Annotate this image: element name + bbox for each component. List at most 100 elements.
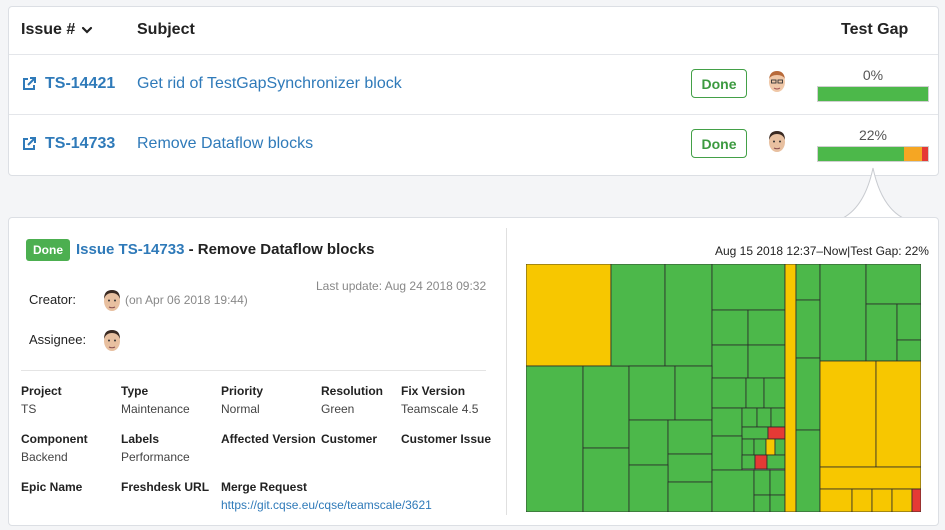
treemap-cell[interactable] <box>582 365 630 449</box>
treemap-cell[interactable] <box>756 407 772 428</box>
treemap-cell[interactable] <box>770 407 786 428</box>
creator-avatar <box>104 290 120 311</box>
issue-subject-link[interactable]: Get rid of TestGapSynchronizer block <box>137 75 402 92</box>
issue-header-label: Issue # <box>21 21 76 38</box>
user-avatar <box>769 71 785 92</box>
popover-pointer <box>843 167 903 220</box>
treemap-cell[interactable] <box>747 309 786 346</box>
test-gap-percent: 22% <box>858 127 888 143</box>
treemap-cell[interactable] <box>753 494 771 512</box>
treemap-cell[interactable] <box>628 419 669 466</box>
treemap-cell[interactable] <box>711 407 743 437</box>
table-row: TS-14733 Remove Dataflow blocks Done 22% <box>9 115 938 175</box>
treemap-cell[interactable] <box>774 438 786 456</box>
treemap-cell[interactable] <box>741 407 758 428</box>
treemap-cell[interactable] <box>763 377 786 409</box>
treemap-cell[interactable] <box>767 426 786 440</box>
field-labels: Labels Performance <box>121 432 190 464</box>
treemap-cell[interactable] <box>819 360 877 468</box>
treemap-cell[interactable] <box>819 488 853 512</box>
treemap-cell[interactable] <box>526 365 584 512</box>
detail-issue-prefix[interactable]: Issue <box>76 241 119 258</box>
treemap-cell[interactable] <box>784 264 797 512</box>
treemap-cell[interactable] <box>667 419 713 455</box>
external-link-icon <box>23 77 36 90</box>
sort-issue-header[interactable]: Issue # <box>21 21 93 39</box>
issue-id: TS-14421 <box>45 75 116 92</box>
treemap-cell[interactable] <box>674 365 713 421</box>
table-header: Issue # Subject Test Gap <box>9 7 938 55</box>
gap-bar-tested <box>818 147 904 161</box>
field-customer: Customer <box>321 432 378 446</box>
merge-request-link[interactable]: https://git.cqse.eu/cqse/teamscale/3621 <box>221 498 432 512</box>
treemap-cell[interactable] <box>865 264 921 305</box>
treemap-cell[interactable] <box>795 299 821 359</box>
treemap-cell[interactable] <box>711 309 749 346</box>
treemap-cell[interactable] <box>628 464 669 512</box>
treemap-cell[interactable] <box>741 426 769 440</box>
treemap-cell[interactable] <box>795 357 821 431</box>
treemap-cell[interactable] <box>753 438 767 456</box>
treemap-cell[interactable] <box>747 344 786 379</box>
treemap-cell[interactable] <box>795 264 821 301</box>
issue-subject-link[interactable]: Remove Dataflow blocks <box>137 135 314 152</box>
last-update: Last update: Aug 24 2018 09:32 <box>316 279 487 293</box>
treemap-cell[interactable] <box>765 438 776 456</box>
field-affected-version: Affected Version <box>221 432 316 446</box>
creator-date: (on Apr 06 2018 19:44) <box>125 293 248 307</box>
treemap-cell[interactable] <box>667 481 713 512</box>
gap-bar-tested <box>818 87 928 101</box>
test-gap-summary: Aug 15 2018 12:37–Now|Test Gap: 22% <box>715 244 929 258</box>
test-gap-treemap <box>526 264 921 512</box>
treemap-cell[interactable] <box>628 365 676 421</box>
status-done-button[interactable]: Done <box>691 69 747 98</box>
treemap-cell[interactable] <box>891 488 913 512</box>
treemap-cell[interactable] <box>875 360 921 468</box>
treemap-cell[interactable] <box>769 469 786 496</box>
detail-title: Issue TS-14733 - Remove Dataflow blocks <box>76 241 374 258</box>
treemap-cell[interactable] <box>582 447 630 512</box>
issue-link[interactable]: TS-14421 <box>21 75 115 93</box>
treemap-cell[interactable] <box>865 303 898 362</box>
gap-bar-new <box>922 147 928 161</box>
treemap-cell[interactable] <box>745 377 765 409</box>
treemap-cell[interactable] <box>526 264 612 367</box>
field-project: Project TS <box>21 384 62 416</box>
issue-link[interactable]: TS-14733 <box>21 135 115 153</box>
treemap-cell[interactable] <box>711 344 749 379</box>
treemap-cell[interactable] <box>754 454 768 470</box>
treemap-cell[interactable] <box>711 377 747 409</box>
test-gap-indicator: 0% <box>817 67 929 102</box>
treemap-cell[interactable] <box>667 453 713 483</box>
treemap-cell[interactable] <box>871 488 893 512</box>
treemap-cell[interactable] <box>753 469 771 496</box>
treemap-cell[interactable] <box>911 488 921 512</box>
treemap-cell[interactable] <box>819 466 921 490</box>
field-fix-version: Fix Version Teamscale 4.5 <box>401 384 479 416</box>
treemap-cell[interactable] <box>664 264 713 367</box>
status-done-button[interactable]: Done <box>691 129 747 158</box>
issue-table: Issue # Subject Test Gap TS-14421 Get ri… <box>8 6 939 176</box>
subject-header: Subject <box>137 21 195 38</box>
treemap-cell[interactable] <box>851 488 873 512</box>
treemap-cell[interactable] <box>711 435 743 471</box>
treemap-cell[interactable] <box>610 264 666 367</box>
horizontal-divider <box>21 370 486 371</box>
treemap-cell[interactable] <box>711 469 755 512</box>
field-customer-issue: Customer Issue <box>401 432 492 446</box>
treemap-cell[interactable] <box>819 264 867 362</box>
field-priority: Priority Normal <box>221 384 264 416</box>
treemap-cell[interactable] <box>896 339 921 362</box>
treemap-cell[interactable] <box>896 303 921 341</box>
treemap-cell[interactable] <box>741 454 756 470</box>
treemap-cell[interactable] <box>795 429 821 512</box>
detail-issue-subject: - Remove Dataflow blocks <box>184 241 375 258</box>
treemap-cell[interactable] <box>711 264 786 311</box>
detail-issue-link[interactable]: TS-14733 <box>118 241 185 258</box>
treemap-cell[interactable] <box>741 438 755 456</box>
test-gap-bar <box>817 146 929 162</box>
treemap-cell[interactable] <box>766 454 786 470</box>
treemap-cell[interactable] <box>769 494 786 512</box>
field-epic-name: Epic Name <box>21 480 83 494</box>
field-type: Type Maintenance <box>121 384 190 416</box>
